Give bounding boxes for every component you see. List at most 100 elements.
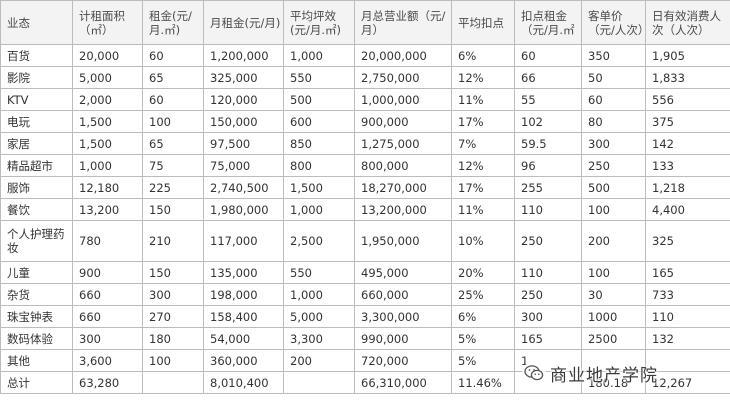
cell-monthly-rent: 54,000 <box>203 327 284 350</box>
cell-commission-rent: 96 <box>514 154 582 177</box>
cell-leasable-area: 3,600 <box>72 349 143 372</box>
table-row: 个人护理药妆 780 210 117,000 2,500 1,950,000 10% 250 2… <box>0 220 730 262</box>
cell-rent-rate: 210 <box>142 220 204 262</box>
cell-avg-ticket: 500 <box>581 176 646 199</box>
cell-monthly-rent: 2,740,500 <box>203 176 284 199</box>
cell-rent-rate: 60 <box>142 44 204 67</box>
cell-avg-commission: 7% <box>451 132 515 155</box>
cell-rent-rate: 100 <box>142 349 204 372</box>
cell-monthly-rent: 135,000 <box>203 261 284 284</box>
cell-monthly-sales: 18,270,000 <box>354 176 452 199</box>
cell-avg-ticket: 250 <box>581 154 646 177</box>
cell-monthly-sales: 1,000,000 <box>354 88 452 111</box>
cell-avg-commission: 17% <box>451 110 515 133</box>
cell-commission-rent: 102 <box>514 110 582 133</box>
cell-monthly-sales: 1,950,000 <box>354 220 452 262</box>
table-row: 儿童 900 150 135,000 550 495,000 20% 110 100 165 <box>0 261 730 284</box>
cell-avg-commission: 12% <box>451 154 515 177</box>
cell-avg-sales-efficiency: 1,000 <box>283 198 355 221</box>
cell-monthly-sales: 800,000 <box>354 154 452 177</box>
cell-commission-rent: 255 <box>514 176 582 199</box>
cell-monthly-sales: 1,275,000 <box>354 132 452 155</box>
cell-leasable-area: 5,000 <box>72 66 143 89</box>
cell-avg-sales-efficiency <box>283 371 355 394</box>
cell-rent-rate: 150 <box>142 198 204 221</box>
header-avg-ticket: 客单价（元/人次） <box>581 0 646 45</box>
cell-category: 珠宝钟表 <box>0 305 73 328</box>
cell-avg-commission: 10% <box>451 220 515 262</box>
cell-category: 个人护理药妆 <box>0 220 73 262</box>
table-row: 电玩 1,500 100 150,000 600 900,000 17% 102 80 375 <box>0 110 730 133</box>
cell-daily-visits: 132 <box>645 327 730 350</box>
rent-table: 业态 计租面积（㎡） 租金(元/月.㎡) 月租金(元/月) 平均坪效(元/月.㎡) 月总营… <box>0 0 730 394</box>
cell-daily-visits: 4,400 <box>645 198 730 221</box>
table-row: KTV 2,000 60 120,000 500 1,000,000 11% 55 60 556 <box>0 88 730 111</box>
cell-leasable-area: 2,000 <box>72 88 143 111</box>
cell-rent-rate: 270 <box>142 305 204 328</box>
cell-monthly-rent: 97,500 <box>203 132 284 155</box>
cell-monthly-sales: 990,000 <box>354 327 452 350</box>
cell-rent-rate: 65 <box>142 132 204 155</box>
cell-category: 家居 <box>0 132 73 155</box>
cell-monthly-sales: 495,000 <box>354 261 452 284</box>
cell-monthly-rent: 8,010,400 <box>203 371 284 394</box>
cell-avg-ticket: 60 <box>581 88 646 111</box>
cell-monthly-rent: 117,000 <box>203 220 284 262</box>
cell-monthly-sales: 900,000 <box>354 110 452 133</box>
cell-category: 杂货 <box>0 283 73 306</box>
header-avg-commission: 平均扣点 <box>451 0 515 45</box>
cell-avg-ticket: 100 <box>581 261 646 284</box>
total-row: 总计 63,280 8,010,400 66,310,000 11.46% 180.18 1… <box>0 371 730 394</box>
cell-monthly-sales: 2,750,000 <box>354 66 452 89</box>
header-row: 业态 计租面积（㎡） 租金(元/月.㎡) 月租金(元/月) 平均坪效(元/月.㎡) 月总营… <box>0 0 730 45</box>
table-row: 家居 1,500 65 97,500 850 1,275,000 7% 59.5 300 142 <box>0 132 730 155</box>
cell-leasable-area: 660 <box>72 283 143 306</box>
cell-monthly-rent: 158,400 <box>203 305 284 328</box>
cell-category: KTV <box>0 88 73 111</box>
cell-daily-visits: 556 <box>645 88 730 111</box>
cell-category: 影院 <box>0 66 73 89</box>
cell-commission-rent: 110 <box>514 261 582 284</box>
cell-monthly-sales: 20,000,000 <box>354 44 452 67</box>
cell-daily-visits: 133 <box>645 154 730 177</box>
cell-avg-commission: 12% <box>451 66 515 89</box>
cell-leasable-area: 13,200 <box>72 198 143 221</box>
cell-leasable-area: 1,500 <box>72 132 143 155</box>
header-commission-rent: 扣点租金（元/月.㎡ <box>514 0 582 45</box>
cell-commission-rent: 300 <box>514 305 582 328</box>
cell-avg-ticket: 50 <box>581 66 646 89</box>
cell-avg-sales-efficiency: 800 <box>283 154 355 177</box>
cell-avg-commission: 5% <box>451 327 515 350</box>
table-row: 其他 3,600 100 360,000 200 720,000 5% 1 <box>0 349 730 372</box>
table-row: 精品超市 1,000 75 75,000 800 800,000 12% 96 250 133 <box>0 154 730 177</box>
cell-category: 儿童 <box>0 261 73 284</box>
cell-avg-sales-efficiency: 550 <box>283 66 355 89</box>
cell-avg-ticket: 350 <box>581 44 646 67</box>
cell-avg-sales-efficiency: 550 <box>283 261 355 284</box>
cell-rent-rate: 150 <box>142 261 204 284</box>
cell-rent-rate: 75 <box>142 154 204 177</box>
cell-rent-rate: 60 <box>142 88 204 111</box>
cell-leasable-area: 780 <box>72 220 143 262</box>
cell-daily-visits: 110 <box>645 305 730 328</box>
cell-category: 电玩 <box>0 110 73 133</box>
cell-daily-visits: 1,218 <box>645 176 730 199</box>
cell-daily-visits: 142 <box>645 132 730 155</box>
table-body: 百货 20,000 60 1,200,000 1,000 20,000,000 6% 60 35… <box>0 44 730 394</box>
cell-rent-rate: 100 <box>142 110 204 133</box>
cell-commission-rent <box>514 371 582 394</box>
cell-leasable-area: 20,000 <box>72 44 143 67</box>
cell-avg-ticket: 180.18 <box>581 371 646 394</box>
cell-category: 百货 <box>0 44 73 67</box>
cell-avg-commission: 11.46% <box>451 371 515 394</box>
cell-avg-sales-efficiency: 850 <box>283 132 355 155</box>
cell-rent-rate: 300 <box>142 283 204 306</box>
cell-category: 精品超市 <box>0 154 73 177</box>
cell-monthly-sales: 13,200,000 <box>354 198 452 221</box>
table-row: 餐饮 13,200 150 1,980,000 1,000 13,200,000 11% 11… <box>0 198 730 221</box>
table-row: 服饰 12,180 225 2,740,500 1,500 18,270,000 17% 25… <box>0 176 730 199</box>
cell-rent-rate <box>142 371 204 394</box>
cell-monthly-sales: 660,000 <box>354 283 452 306</box>
cell-avg-commission: 6% <box>451 305 515 328</box>
cell-rent-rate: 225 <box>142 176 204 199</box>
